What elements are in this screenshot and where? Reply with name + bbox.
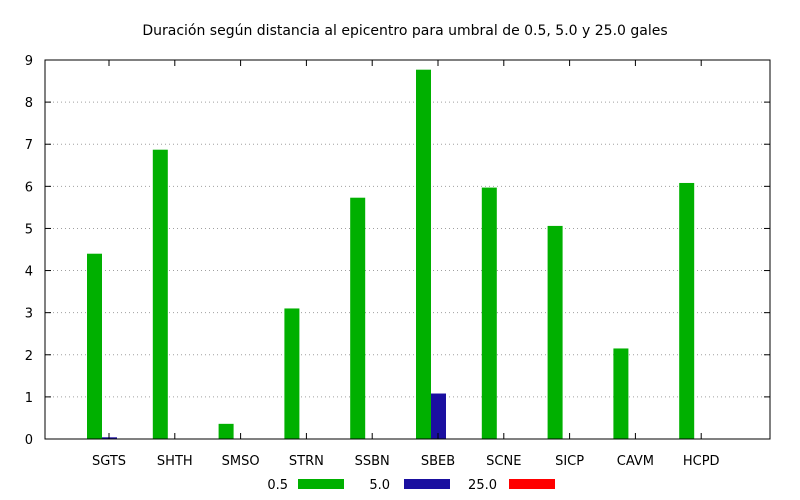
legend-label: 0.5 — [267, 478, 288, 493]
bar-hcpd-1 — [679, 182, 695, 439]
x-tick-label: SHTH — [157, 454, 193, 469]
y-tick-label: 0 — [25, 433, 33, 448]
y-tick-label: 5 — [25, 222, 33, 237]
legend-label: 25.0 — [468, 478, 497, 493]
y-tick-label: 2 — [25, 349, 33, 364]
x-axis: SGTS SHTH SMSO STRN SSBN SBEB SCNE SICP CAVM HCPD — [92, 60, 720, 469]
y-tick-label: 6 — [25, 180, 33, 195]
bar-strn-1 — [284, 308, 300, 439]
bar-shth-1 — [152, 149, 168, 440]
y-tick-label: 3 — [25, 307, 33, 322]
legend: 0.5 5.0 25.0 — [267, 478, 555, 493]
x-tick-label: STRN — [289, 454, 324, 469]
legend-label: 5.0 — [369, 478, 390, 493]
y-tick-label: 4 — [25, 265, 33, 280]
y-tick-label: 1 — [25, 391, 33, 406]
x-tick-label: SGTS — [92, 454, 126, 469]
bar-sbeb-2 — [431, 393, 446, 439]
legend-swatch — [509, 479, 555, 489]
bar-ssbn-1 — [350, 197, 366, 439]
x-tick-label: SICP — [555, 454, 584, 469]
plot-frame — [44, 59, 771, 440]
bar-sgts-1 — [87, 253, 102, 439]
chart-title: Duración según distancia al epicentro pa… — [142, 23, 667, 39]
bar-sicp-1 — [547, 225, 563, 439]
x-tick-label: HCPD — [683, 454, 720, 469]
bar-cavm-1 — [613, 348, 629, 439]
bar-sbeb-1 — [416, 69, 431, 440]
y-tick-label: 9 — [25, 54, 33, 69]
y-tick-label: 8 — [25, 96, 33, 111]
bar-smso-1 — [218, 423, 234, 439]
x-tick-label: SBEB — [421, 454, 455, 469]
y-axis: 0 1 2 3 4 5 6 7 8 9 — [25, 54, 770, 448]
x-tick-label: CAVM — [617, 454, 654, 469]
x-tick-label: SSBN — [355, 454, 390, 469]
x-tick-label: SMSO — [222, 454, 260, 469]
y-tick-label: 7 — [25, 138, 33, 153]
legend-swatch — [404, 479, 450, 489]
bars — [87, 69, 695, 440]
x-tick-label: SCNE — [486, 454, 521, 469]
bar-scne-1 — [481, 187, 497, 439]
legend-swatch — [298, 479, 344, 489]
